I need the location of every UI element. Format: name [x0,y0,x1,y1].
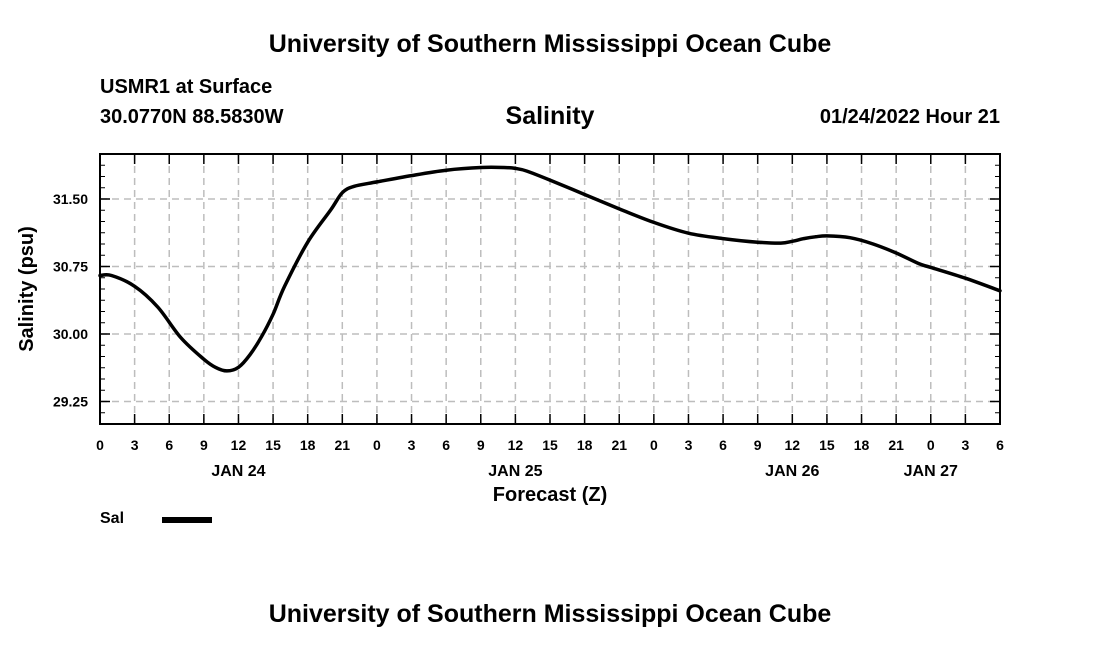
x-tick-label: 12 [231,437,247,453]
x-tick-label: 6 [996,437,1004,453]
x-tick-label: 3 [961,437,969,453]
station-label: USMR1 at Surface [100,76,273,98]
date-label: JAN 26 [765,463,819,480]
x-tick-label: 9 [200,437,208,453]
x-tick-label: 9 [754,437,762,453]
x-tick-label: 0 [373,437,381,453]
x-tick-label: 3 [685,437,693,453]
x-tick-label: 3 [131,437,139,453]
legend-label: Sal [100,510,125,527]
legend-swatch [162,517,212,523]
y-tick-label: 31.50 [53,191,88,207]
x-tick-label: 9 [477,437,485,453]
x-tick-label: 21 [888,437,904,453]
x-tick-label: 0 [96,437,104,453]
x-tick-label: 0 [650,437,658,453]
x-tick-label: 6 [165,437,173,453]
x-tick-label: 15 [542,437,558,453]
x-tick-label: 18 [300,437,316,453]
y-tick-label: 30.75 [53,259,88,275]
y-tick-label: 30.00 [53,326,88,342]
forecast-datetime: 01/24/2022 Hour 21 [819,106,1000,128]
chart-title: Salinity [505,102,595,130]
x-tick-label: 12 [508,437,524,453]
y-tick-label: 29.25 [53,394,88,410]
date-label: JAN 25 [488,463,542,480]
x-tick-label: 6 [442,437,450,453]
x-tick-label: 12 [785,437,801,453]
salinity-series-line [98,165,1002,373]
date-label: JAN 27 [904,463,958,480]
x-tick-label: 0 [927,437,935,453]
x-axis-title: Forecast (Z) [493,484,607,506]
coordinates-label: 30.0770N 88.5830W [100,106,284,128]
chart-labels: 0 3 6 9 12 15 18 21 0 3 6 9 12 15 18 21 0 3 6 9 12 15 18 21 0 3 6 2… [16,191,1004,506]
x-tick-label: 6 [719,437,727,453]
plot-frame [99,153,1001,425]
x-tick-label: 21 [335,437,351,453]
chart-grid [100,154,1000,424]
x-tick-label: 18 [577,437,593,453]
page-title: University of Southern Mississippi Ocean… [268,30,832,58]
date-label: JAN 24 [211,463,265,480]
x-tick-label: 15 [265,437,281,453]
x-tick-label: 15 [819,437,835,453]
x-tick-label: 18 [854,437,870,453]
y-axis-title: Salinity (psu) [16,226,38,352]
x-tick-label: 3 [408,437,416,453]
x-tick-label: 21 [611,437,627,453]
footer-title: University of Southern Mississippi Ocean… [268,600,832,628]
